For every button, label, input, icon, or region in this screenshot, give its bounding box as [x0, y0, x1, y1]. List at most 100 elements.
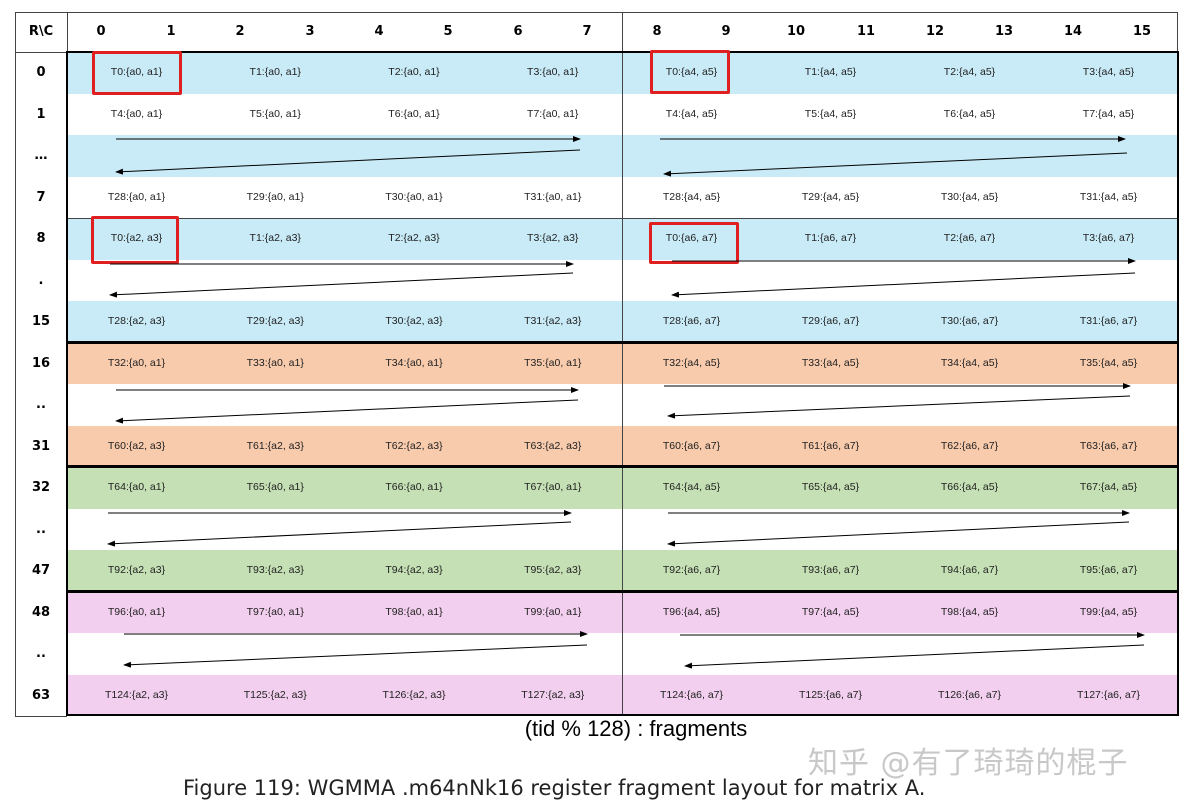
fragment-cell: T29:{a0, a1} [246, 190, 304, 203]
highlight-box [650, 50, 730, 94]
fragment-cell: T93:{a6, a7} [801, 564, 860, 576]
figure-caption: Figure 119: WGMMA .m64nNk16 register fra… [183, 776, 926, 800]
fragment-cell: T124:{a2, a3} [104, 688, 169, 701]
fragment-cell: T2:{a6, a7} [943, 232, 996, 244]
column-header: 1 [166, 24, 176, 39]
header-column-divider [67, 12, 68, 52]
fragment-cell: T126:{a2, a3} [382, 688, 446, 701]
column-header: 7 [582, 24, 592, 39]
half-divider [622, 12, 623, 716]
column-header: 4 [374, 24, 384, 39]
fragment-cell: T62:{a6, a7} [940, 439, 999, 452]
row-label: 31 [31, 438, 51, 454]
row-label: .. [36, 646, 46, 661]
fragment-cell: T34:{a0, a1} [385, 356, 443, 369]
header-divider [15, 52, 67, 53]
traversal-arrow [115, 399, 579, 424]
row-label: 8 [36, 231, 46, 246]
fragment-cell: T0:{a2, a3} [110, 232, 163, 244]
fragment-cell: T7:{a4, a5} [1082, 107, 1135, 120]
fragment-cell: T3:{a0, a1} [527, 66, 579, 78]
fragment-cell: T30:{a6, a7} [940, 315, 999, 327]
fragment-cell: T98:{a4, a5} [940, 605, 999, 618]
column-header: 6 [513, 24, 523, 39]
fragment-cell: T35:{a0, a1} [524, 356, 582, 369]
fragment-cell: T65:{a4, a5} [801, 481, 860, 493]
fragment-cell: T31:{a6, a7} [1079, 315, 1138, 327]
column-header: 3 [305, 24, 315, 39]
fragment-cell: T92:{a2, a3} [107, 564, 166, 576]
fragment-cell: T6:{a4, a5} [943, 107, 996, 120]
fragment-cell: T3:{a4, a5} [1082, 66, 1135, 78]
fragment-cell: T66:{a4, a5} [940, 481, 999, 493]
fragments-caption: (tid % 128) : fragments [524, 716, 748, 741]
fragment-cell: T29:{a6, a7} [801, 315, 860, 327]
fragment-cell: T6:{a0, a1} [388, 107, 440, 120]
fragment-cell: T30:{a0, a1} [385, 190, 443, 203]
fragment-cell: T31:{a0, a1} [524, 190, 582, 203]
highlight-box [92, 51, 182, 95]
traversal-arrow [684, 644, 1145, 669]
fragment-cell: T67:{a0, a1} [524, 481, 582, 493]
fragment-cell: T127:{a2, a3} [521, 688, 585, 701]
fragment-cell: T93:{a2, a3} [246, 564, 304, 576]
column-header: 14 [1063, 24, 1083, 39]
column-header: 13 [994, 24, 1014, 39]
fragment-cell: T29:{a2, a3} [246, 315, 304, 327]
fragment-cell: T4:{a0, a1} [110, 107, 163, 120]
fragment-cell: T1:{a6, a7} [804, 232, 857, 244]
table-top-border [15, 12, 1178, 13]
fragment-cell: T60:{a6, a7} [662, 439, 721, 452]
corner-header: R\C [28, 24, 54, 39]
row-divider [67, 218, 1178, 219]
row-label: 47 [31, 563, 51, 578]
traversal-arrow [109, 272, 574, 298]
highlight-box [91, 216, 179, 264]
fragment-cell: T62:{a2, a3} [385, 439, 443, 452]
fragment-cell: T32:{a0, a1} [107, 356, 166, 369]
fragment-cell: T97:{a0, a1} [246, 605, 304, 618]
fragment-cell: T0:{a0, a1} [110, 66, 163, 78]
table-bottom-border [15, 716, 67, 717]
fragment-cell: T124:{a6, a7} [659, 688, 724, 701]
row-label: 32 [31, 480, 51, 495]
fragment-cell: T125:{a2, a3} [243, 688, 307, 701]
column-header: 9 [721, 24, 731, 39]
column-header: 11 [856, 24, 876, 39]
row-label: 0 [36, 65, 46, 80]
fragment-cell: T61:{a6, a7} [801, 439, 860, 452]
fragment-cell: T29:{a4, a5} [801, 190, 860, 203]
fragment-cell: T4:{a4, a5} [665, 107, 718, 120]
column-header: 2 [235, 24, 245, 39]
fragment-cell: T33:{a4, a5} [801, 356, 860, 369]
fragment-cell: T32:{a4, a5} [662, 356, 721, 369]
fragment-cell: T92:{a6, a7} [662, 564, 721, 576]
fragment-cell: T98:{a0, a1} [385, 605, 443, 618]
row-label: 16 [31, 355, 51, 371]
fragment-cell: T3:{a2, a3} [527, 232, 579, 244]
fragment-cell: T63:{a6, a7} [1079, 439, 1138, 452]
warpgroup-block [66, 591, 1179, 716]
fragment-cell: T2:{a2, a3} [388, 232, 440, 244]
fragment-cell: T1:{a2, a3} [249, 232, 301, 244]
traversal-arrow [663, 152, 1128, 177]
row-label: . [38, 272, 44, 288]
fragment-cell: T1:{a4, a5} [804, 66, 857, 78]
fragment-cell: T63:{a2, a3} [524, 439, 582, 452]
fragment-cell: T28:{a4, a5} [662, 190, 721, 203]
fragment-cell: T60:{a2, a3} [107, 439, 166, 452]
column-header: 10 [786, 24, 806, 39]
fragment-cell: T64:{a4, a5} [662, 481, 721, 493]
traversal-arrow [667, 395, 1131, 419]
fragment-cell: T99:{a0, a1} [524, 605, 582, 618]
fragment-cell: T5:{a4, a5} [804, 107, 857, 120]
fragment-cell: T94:{a2, a3} [385, 564, 443, 576]
fragment-cell: T94:{a6, a7} [940, 564, 999, 576]
fragment-cell: T34:{a4, a5} [940, 356, 999, 369]
traversal-arrow [671, 272, 1136, 298]
fragment-cell: T2:{a4, a5} [943, 66, 996, 78]
fragment-cell: T30:{a4, a5} [940, 190, 999, 203]
fragment-cell: T31:{a4, a5} [1079, 190, 1138, 203]
row-label: 7 [36, 189, 46, 205]
